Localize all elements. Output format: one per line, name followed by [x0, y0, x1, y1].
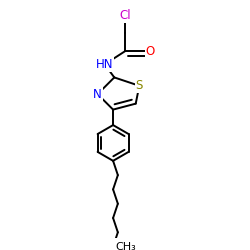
Text: HN: HN [96, 58, 114, 71]
Text: CH₃: CH₃ [116, 242, 136, 250]
Text: N: N [93, 88, 102, 101]
Text: S: S [136, 79, 143, 92]
Text: O: O [146, 45, 155, 58]
Text: Cl: Cl [119, 9, 131, 22]
